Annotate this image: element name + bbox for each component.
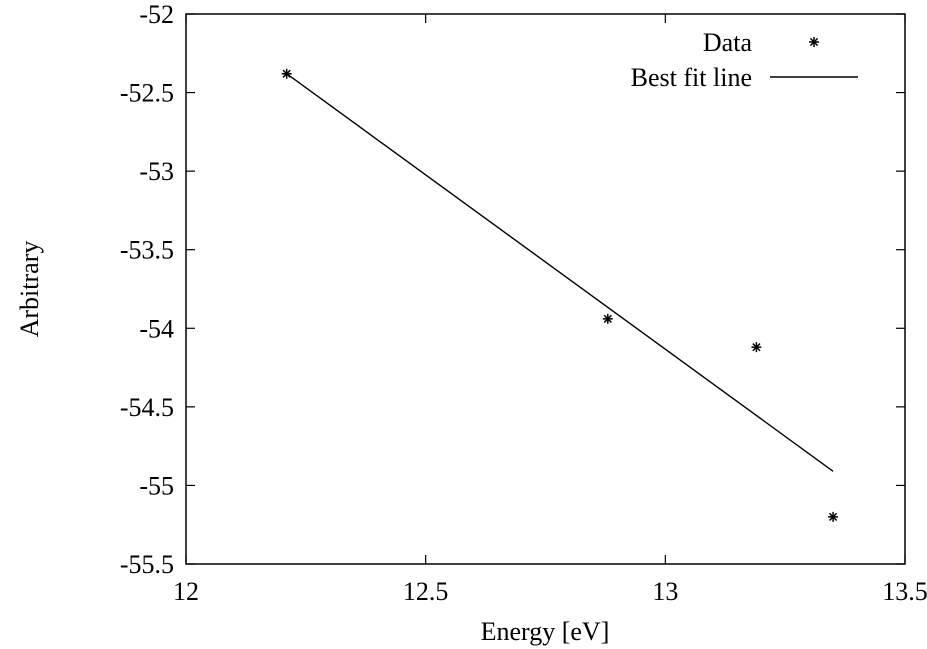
y-axis-label: Arbitrary bbox=[15, 241, 44, 338]
data-point bbox=[828, 511, 839, 522]
y-tick-label: -54 bbox=[139, 314, 174, 343]
plot-frame bbox=[185, 13, 906, 565]
best-fit-line bbox=[286, 73, 834, 472]
legend-marker-sample bbox=[809, 37, 819, 47]
y-tick-label: -52 bbox=[139, 0, 174, 29]
y-tick-label: -55.5 bbox=[120, 550, 174, 579]
y-tick-label: -53 bbox=[139, 157, 174, 186]
x-tick-label: 13 bbox=[652, 577, 678, 606]
data-point bbox=[602, 313, 613, 324]
data-point bbox=[751, 342, 762, 353]
legend-label: Data bbox=[703, 28, 753, 57]
y-tick-label: -52.5 bbox=[120, 79, 174, 108]
y-axis-ticks: -52 -52.5 -53 -53.5 -54 -54.5 -55 -55.5 bbox=[120, 0, 905, 579]
x-tick-label: 12 bbox=[173, 577, 199, 606]
x-tick-label: 13.5 bbox=[882, 577, 927, 606]
x-axis-label: Energy [eV] bbox=[481, 617, 610, 646]
legend: Data Best fit line bbox=[631, 28, 858, 92]
y-tick-label: -54.5 bbox=[120, 393, 174, 422]
x-axis-ticks: 12 12.5 13 13.5 bbox=[173, 14, 927, 606]
series-layer bbox=[281, 68, 839, 522]
legend-label: Best fit line bbox=[631, 63, 752, 92]
y-tick-label: -55 bbox=[139, 471, 174, 500]
y-tick-label: -53.5 bbox=[120, 236, 174, 265]
x-tick-label: 12.5 bbox=[403, 577, 449, 606]
